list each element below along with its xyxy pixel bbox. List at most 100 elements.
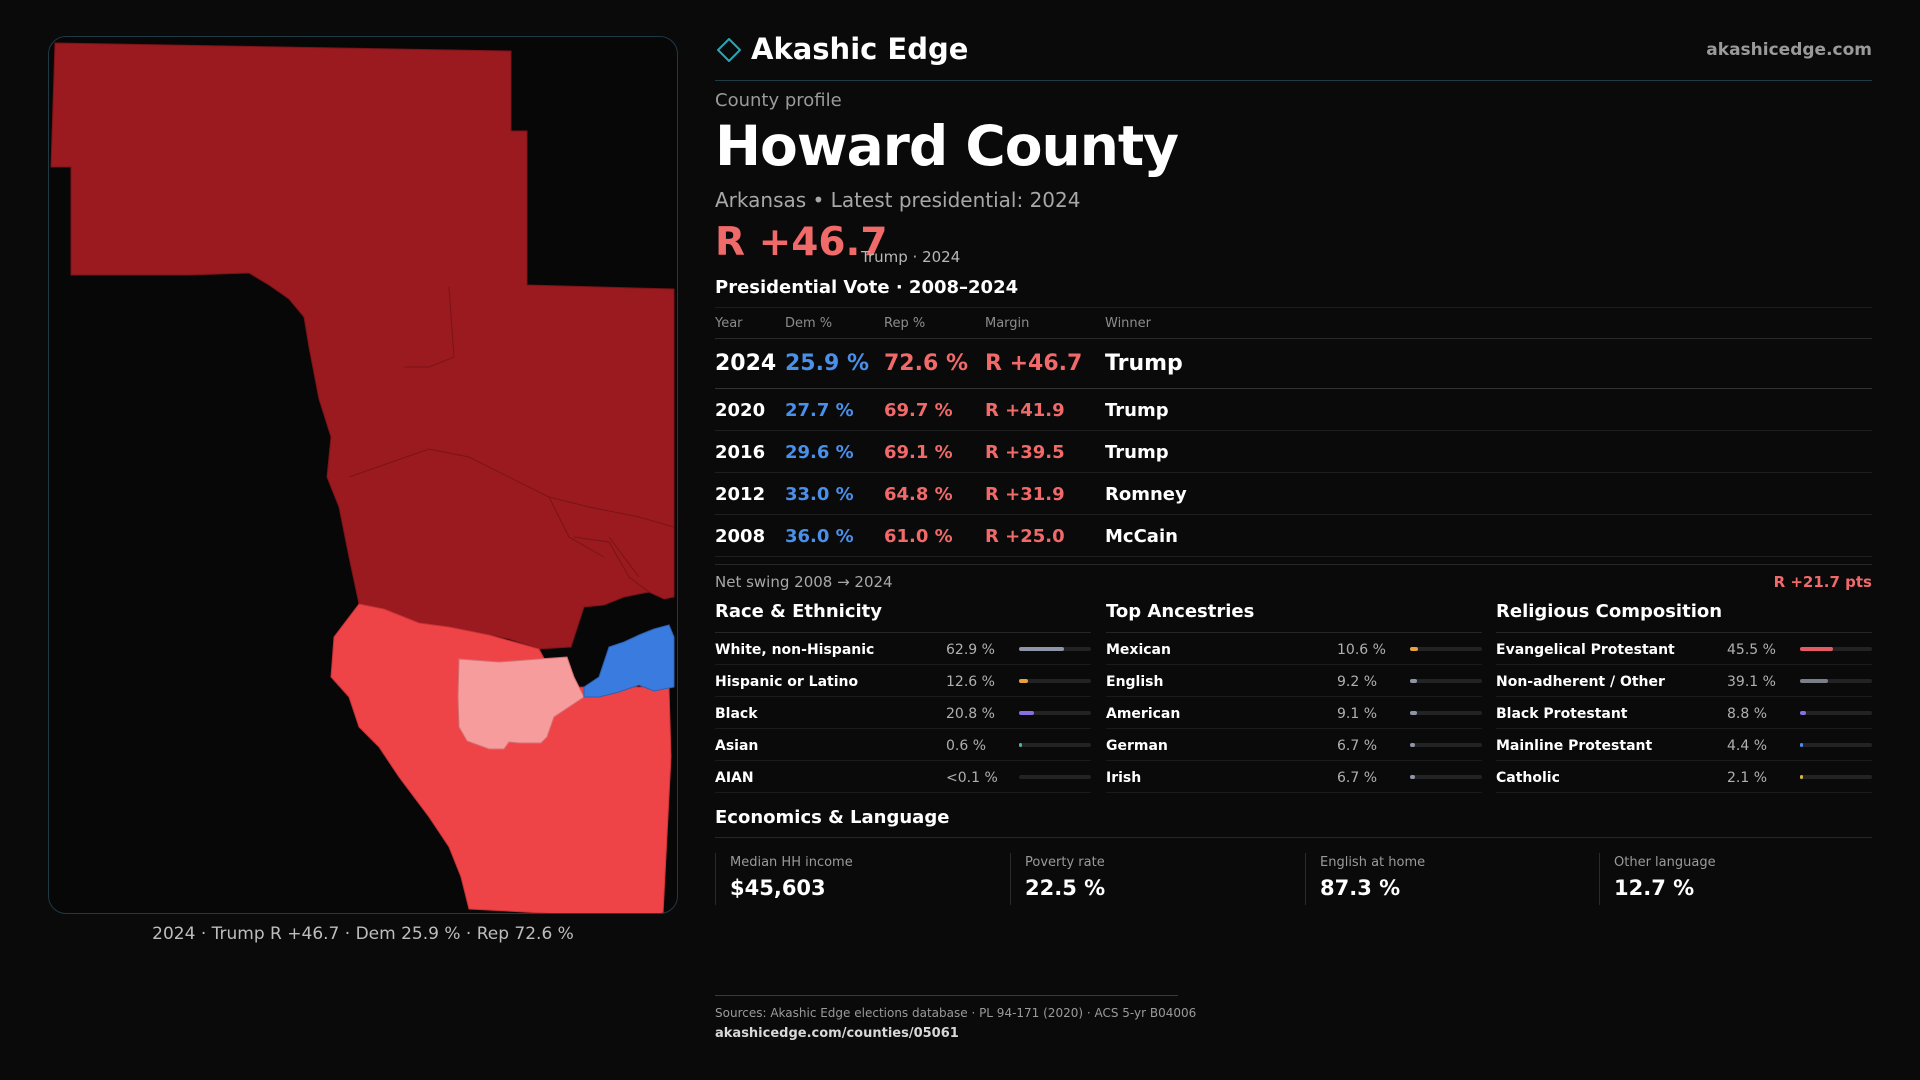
race-row: Black 20.8 % (715, 697, 1091, 729)
ancestry-row: American 9.1 % (1106, 697, 1482, 729)
religion-row: Mainline Protestant 4.4 % (1496, 729, 1872, 761)
demo-label: Black (715, 706, 758, 722)
econ-label: English at home (1320, 855, 1426, 870)
swing-label: Net swing 2008 → 2024 (715, 573, 893, 591)
demo-value: 39.1 % (1727, 674, 1776, 690)
ancestry-row: German 6.7 % (1106, 729, 1482, 761)
share-bar-fill (1019, 647, 1065, 651)
religion-row: Non-adherent / Other 39.1 % (1496, 665, 1872, 697)
precinct-dem[interactable] (583, 624, 675, 698)
share-bar-fill (1410, 711, 1417, 715)
table-row: 2020 27.7 % 69.7 % R +41.9 Trump (715, 389, 1872, 431)
share-bar-track (1800, 711, 1872, 715)
cell-year: 2020 (715, 400, 766, 421)
religion-row: Black Protestant 8.8 % (1496, 697, 1872, 729)
diamond-logo-icon (717, 38, 741, 62)
share-bar-track (1800, 775, 1872, 779)
precinct-center[interactable] (457, 656, 585, 750)
share-bar-fill (1800, 775, 1803, 779)
source-url-link[interactable]: akashicedge.com/counties/05061 (715, 1026, 959, 1041)
share-bar-track (1019, 647, 1091, 651)
cell-year: 2024 (715, 351, 777, 376)
precinct-north[interactable] (50, 42, 675, 650)
sources-line: Sources: Akashic Edge elections database… (715, 1006, 1197, 1020)
ancestry-row: Irish 6.7 % (1106, 761, 1482, 793)
cell-margin: R +39.5 (985, 442, 1065, 463)
cell-margin: R +25.0 (985, 526, 1065, 547)
share-bar-fill (1019, 711, 1034, 715)
demo-label: German (1106, 738, 1168, 754)
econ-english-home: English at home 87.3 % (1305, 853, 1585, 905)
page-title: Howard County (715, 114, 1179, 178)
cell-margin: R +41.9 (985, 400, 1065, 421)
divider (715, 837, 1872, 838)
race-row: Hispanic or Latino 12.6 % (715, 665, 1091, 697)
table-row: 2008 36.0 % 61.0 % R +25.0 McCain (715, 515, 1872, 557)
demo-label: Evangelical Protestant (1496, 642, 1675, 658)
table-row: 2012 33.0 % 64.8 % R +31.9 Romney (715, 473, 1872, 515)
demo-value: 10.6 % (1337, 642, 1386, 658)
race-title: Race & Ethnicity (715, 601, 1091, 633)
cell-rep: 69.7 % (884, 400, 953, 421)
col-year: Year (715, 316, 743, 331)
share-bar-track (1410, 775, 1482, 779)
ancestry-row: Mexican 10.6 % (1106, 633, 1482, 665)
demo-label: American (1106, 706, 1181, 722)
col-margin: Margin (985, 316, 1030, 331)
share-bar-fill (1019, 679, 1029, 683)
cell-dem: 33.0 % (785, 484, 854, 505)
cell-year: 2012 (715, 484, 766, 505)
share-bar-track (1800, 647, 1872, 651)
share-bar-track (1410, 711, 1482, 715)
cell-dem: 36.0 % (785, 526, 854, 547)
demo-value: 62.9 % (946, 642, 995, 658)
divider (715, 995, 1178, 996)
map-caption: 2024 · Trump R +46.7 · Dem 25.9 % · Rep … (152, 924, 574, 944)
share-bar-track (1019, 711, 1091, 715)
demo-value: 45.5 % (1727, 642, 1776, 658)
econ-median-income: Median HH income $45,603 (715, 853, 995, 905)
ancestry-title: Top Ancestries (1106, 601, 1482, 633)
race-row: Asian 0.6 % (715, 729, 1091, 761)
econ-value: 87.3 % (1320, 876, 1401, 900)
table-row: 2016 29.6 % 69.1 % R +39.5 Trump (715, 431, 1872, 473)
demo-value: 0.6 % (946, 738, 987, 754)
religion-row: Evangelical Protestant 45.5 % (1496, 633, 1872, 665)
demo-label: English (1106, 674, 1164, 690)
cell-winner: McCain (1105, 526, 1178, 547)
net-swing: Net swing 2008 → 2024 R +21.7 pts (715, 564, 1872, 593)
page-eyebrow: County profile (715, 90, 842, 111)
col-dem: Dem % (785, 316, 833, 331)
race-ethnicity-block: Race & Ethnicity White, non-Hispanic 62.9… (715, 601, 1091, 793)
cell-rep: 72.6 % (884, 351, 968, 376)
economics-title: Economics & Language (715, 807, 950, 828)
econ-value: $45,603 (730, 876, 826, 900)
demo-label: Catholic (1496, 770, 1560, 786)
demo-value: 9.2 % (1337, 674, 1378, 690)
table-row: 2024 25.9 % 72.6 % R +46.7 Trump (715, 339, 1872, 389)
precinct-map-svg (50, 42, 675, 914)
col-rep: Rep % (884, 316, 926, 331)
brand-name[interactable]: Akashic Edge (751, 32, 969, 66)
demo-value: 2.1 % (1727, 770, 1768, 786)
presidential-section-title: Presidential Vote · 2008–2024 (715, 277, 1019, 298)
swing-value: R +21.7 pts (1773, 573, 1872, 591)
share-bar-fill (1800, 647, 1833, 651)
cell-dem: 25.9 % (785, 351, 869, 376)
cell-rep: 61.0 % (884, 526, 953, 547)
race-row: AIAN <0.1 % (715, 761, 1091, 793)
econ-label: Other language (1614, 855, 1716, 870)
headline-margin: R +46.7 (715, 220, 888, 265)
brand-url[interactable]: akashicedge.com (1706, 40, 1872, 60)
demo-value: 6.7 % (1337, 770, 1378, 786)
share-bar-fill (1800, 743, 1804, 747)
demo-value: <0.1 % (946, 770, 998, 786)
share-bar-track (1410, 743, 1482, 747)
county-map[interactable] (48, 36, 678, 914)
precinct-south[interactable] (330, 603, 672, 914)
cell-winner: Trump (1105, 442, 1169, 463)
demo-label: Hispanic or Latino (715, 674, 859, 690)
demo-label: Non-adherent / Other (1496, 674, 1665, 690)
cell-year: 2016 (715, 442, 766, 463)
econ-label: Poverty rate (1025, 855, 1105, 870)
